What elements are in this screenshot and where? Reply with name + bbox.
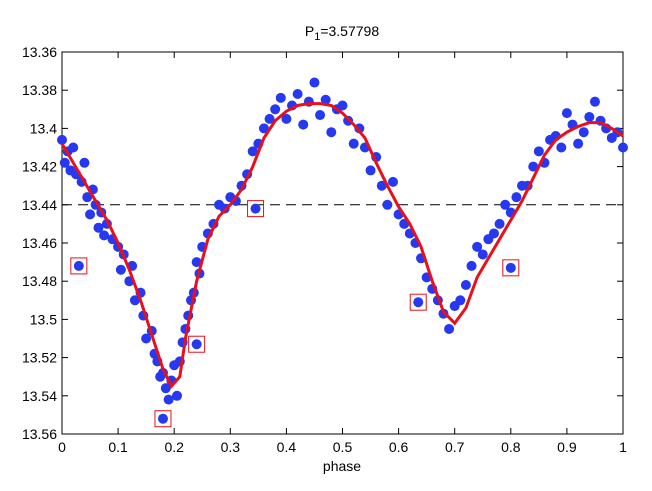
- data-point: [57, 134, 67, 145]
- data-point: [556, 142, 567, 153]
- data-point: [354, 123, 365, 134]
- outlier-box: [409, 293, 427, 311]
- data-point: [99, 230, 110, 241]
- data-point: [382, 199, 393, 210]
- data-point: [73, 260, 84, 271]
- data-point: [488, 228, 499, 239]
- outlier-box: [502, 259, 520, 277]
- x-tick-label: 0.4: [277, 439, 297, 455]
- outlier-box: [70, 257, 88, 275]
- data-point: [93, 222, 104, 233]
- data-point: [511, 192, 522, 203]
- data-point: [326, 127, 337, 138]
- data-point: [466, 260, 477, 271]
- x-tick-label: 0.7: [445, 439, 465, 455]
- outlier-box: [154, 410, 172, 428]
- data-point: [191, 257, 202, 268]
- y-tick-label: 13.56: [22, 426, 57, 442]
- outlier-box: [188, 335, 206, 353]
- data-point: [315, 110, 326, 121]
- data-point: [500, 199, 511, 210]
- data-point: [320, 94, 331, 105]
- data-point: [348, 138, 359, 149]
- outlier-box: [247, 200, 265, 218]
- data-point: [270, 104, 281, 115]
- data-point: [561, 108, 572, 119]
- data-point: [387, 176, 398, 187]
- x-axis-label: phase: [323, 458, 361, 474]
- data-point: [172, 390, 183, 401]
- data-point: [477, 249, 488, 260]
- y-tick-label: 13.54: [22, 388, 57, 404]
- x-tick-label: 1: [619, 439, 627, 455]
- data-point: [68, 142, 79, 153]
- data-point: [115, 264, 126, 275]
- fit-line: [60, 102, 624, 389]
- title-subscript: 1: [314, 31, 320, 43]
- data-point: [413, 297, 424, 308]
- title-text: P: [305, 23, 314, 39]
- y-tick-label: 13.48: [22, 273, 57, 289]
- data-point: [82, 192, 93, 203]
- data-point: [376, 180, 387, 191]
- data-point: [528, 161, 539, 172]
- x-tick-label: 0.9: [557, 439, 577, 455]
- data-point: [365, 165, 376, 176]
- data-point: [533, 146, 544, 157]
- x-tick-label: 0: [58, 439, 66, 455]
- data-point: [494, 218, 505, 229]
- x-tick-label: 0.3: [221, 439, 241, 455]
- y-tick-label: 13.5: [30, 311, 57, 327]
- x-tick-label: 0.8: [501, 439, 521, 455]
- data-point: [275, 92, 286, 103]
- y-tick-label: 13.52: [22, 350, 57, 366]
- data-point: [160, 383, 171, 394]
- y-tick-label: 13.42: [22, 159, 57, 175]
- y-tick-label: 13.4: [30, 120, 57, 136]
- data-point: [157, 413, 168, 424]
- y-tick-label: 13.38: [22, 82, 57, 98]
- data-point: [618, 142, 628, 153]
- y-tick-label: 13.36: [22, 44, 57, 60]
- data-point: [264, 113, 275, 124]
- data-point: [191, 339, 202, 350]
- x-tick-label: 0.2: [164, 439, 184, 455]
- chart-title: P1=3.57798: [305, 23, 379, 43]
- data-point: [258, 123, 269, 134]
- plot-frame: [61, 51, 624, 435]
- data-point: [589, 96, 600, 107]
- data-point: [505, 262, 516, 273]
- data-point: [573, 138, 584, 149]
- data-point: [250, 203, 261, 214]
- data-point: [455, 295, 466, 306]
- data-point: [281, 113, 292, 124]
- data-point: [298, 119, 309, 130]
- x-tick-label: 0.6: [389, 439, 409, 455]
- data-point: [247, 146, 258, 157]
- data-point: [85, 209, 96, 220]
- data-point: [141, 333, 152, 344]
- data-point: [460, 280, 471, 291]
- data-point: [163, 394, 174, 405]
- y-tick-label: 13.46: [22, 235, 57, 251]
- data-point: [309, 77, 320, 88]
- data-point: [584, 111, 595, 122]
- title-suffix: =3.57798: [320, 23, 379, 39]
- data-point: [59, 157, 70, 168]
- data-point: [129, 295, 140, 306]
- data-point: [578, 127, 589, 138]
- data-point: [444, 323, 455, 334]
- x-tick-label: 0.5: [333, 439, 353, 455]
- y-tick-label: 13.44: [22, 197, 57, 213]
- data-point: [337, 100, 348, 111]
- data-point: [79, 157, 90, 168]
- data-point: [472, 241, 483, 252]
- data-point: [292, 89, 303, 100]
- x-tick-label: 0.1: [108, 439, 128, 455]
